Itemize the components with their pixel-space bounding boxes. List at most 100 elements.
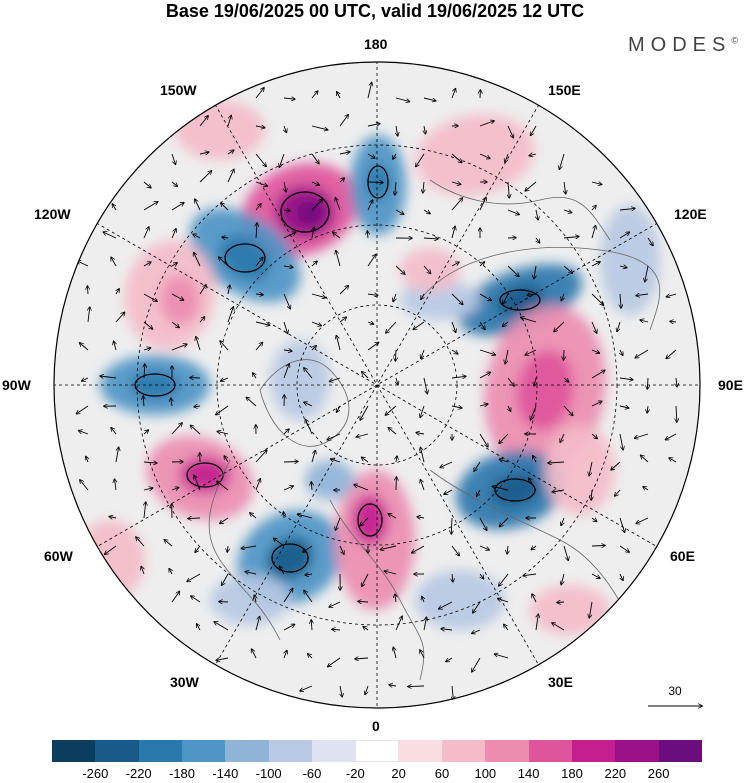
wind-arrow xyxy=(521,317,537,323)
wind-arrow xyxy=(536,614,538,631)
anomaly-area xyxy=(175,100,265,160)
wind-arrow xyxy=(413,321,425,329)
wind-arrow xyxy=(219,257,229,267)
wind-arrow xyxy=(283,486,293,491)
wind-arrow xyxy=(250,513,257,519)
colorbar-tick-label: -20 xyxy=(345,766,365,781)
wind-arrow xyxy=(144,364,145,379)
wind-arrow xyxy=(274,538,285,547)
wind-arrow xyxy=(304,591,313,603)
colorbar-swatch xyxy=(355,740,399,762)
wind-arrow xyxy=(339,152,350,154)
wind-arrow xyxy=(620,573,623,580)
wind-arrow xyxy=(451,262,459,267)
wind-arrow xyxy=(188,518,201,519)
wind-arrow xyxy=(620,349,623,355)
wind-arrow xyxy=(199,285,206,295)
lon-label-180: 180 xyxy=(364,36,388,52)
wind-arrow xyxy=(100,376,117,378)
wind-arrow xyxy=(527,294,537,295)
wind-arrow xyxy=(500,517,509,527)
wind-arrow xyxy=(533,456,536,463)
wind-arrow xyxy=(199,317,205,323)
wind-arrow xyxy=(76,405,89,414)
wind-arrow xyxy=(395,594,396,603)
wind-arrow xyxy=(396,456,397,463)
wind-arrow xyxy=(499,459,509,462)
wind-arrow xyxy=(164,540,173,547)
wind-arrow xyxy=(195,545,201,552)
wind-arrow xyxy=(80,480,89,491)
wind-arrow xyxy=(339,178,344,183)
wind-arrow xyxy=(335,198,341,211)
wind-arrow xyxy=(591,433,597,439)
wind-arrow xyxy=(499,433,509,443)
wind-arrow xyxy=(479,517,487,530)
wind-arrow xyxy=(311,125,328,130)
wind-arrow xyxy=(552,623,565,631)
colorbar-tick-label: 220 xyxy=(604,766,627,781)
wind-arrow xyxy=(591,206,596,211)
wind-arrow xyxy=(619,208,635,210)
wind-arrow xyxy=(255,257,263,267)
wind-arrow xyxy=(194,406,201,407)
wind-arrow xyxy=(246,397,257,407)
wind-arrow xyxy=(619,433,623,450)
wind-arrow xyxy=(339,286,349,295)
wind-arrow xyxy=(190,425,201,435)
wind-arrow xyxy=(311,261,317,267)
wind-arrow xyxy=(143,430,148,435)
wind-arrow xyxy=(534,265,536,279)
wind-arrow xyxy=(303,545,313,552)
anomaly-area xyxy=(296,201,324,225)
colorbar-swatch xyxy=(138,740,182,762)
wind-arrow xyxy=(214,622,229,631)
wind-arrow xyxy=(283,364,289,379)
coastline xyxy=(208,459,281,641)
wind-arrow xyxy=(643,487,649,490)
wind-arrow xyxy=(220,517,229,524)
wind-arrow xyxy=(384,571,397,575)
wind-arrow xyxy=(228,285,230,295)
wind-arrow xyxy=(479,372,491,379)
wind-arrow xyxy=(563,237,579,239)
coastline xyxy=(429,179,611,241)
wind-arrow xyxy=(255,321,270,325)
wind-arrow xyxy=(284,512,285,519)
wind-arrow xyxy=(559,153,565,169)
wind-arrow xyxy=(112,204,117,211)
wind-arrow xyxy=(563,210,572,213)
anomaly-area xyxy=(516,350,574,430)
wind-arrow xyxy=(171,344,187,351)
wind-arrow xyxy=(508,181,509,198)
wind-arrow xyxy=(362,573,369,587)
wind-arrow xyxy=(284,651,287,659)
wind-arrow xyxy=(531,546,537,550)
colorbar-swatch xyxy=(441,740,486,762)
wind-arrow xyxy=(548,462,565,463)
wind-arrow xyxy=(451,89,456,99)
wind-arrow xyxy=(388,428,397,435)
wind-arrow xyxy=(252,649,257,659)
wind-arrow xyxy=(169,569,172,575)
anomaly-area xyxy=(545,425,615,515)
wind-arrow xyxy=(554,321,565,332)
wind-arrow xyxy=(311,181,319,185)
wind-arrow xyxy=(255,88,264,99)
wind-arrow xyxy=(561,573,565,585)
contour xyxy=(494,478,536,502)
wind-arrow xyxy=(388,514,397,519)
wind-arrow xyxy=(472,629,481,633)
wind-arrow xyxy=(339,317,346,323)
wind-arrow xyxy=(561,293,564,301)
wind-arrow xyxy=(591,182,602,184)
colorbar-swatch xyxy=(311,740,356,762)
wind-arrow xyxy=(532,594,537,603)
wind-arrow xyxy=(245,572,257,574)
wind-arrow xyxy=(385,405,397,415)
colorbar-swatch xyxy=(398,740,442,762)
wind-arrow xyxy=(507,265,519,276)
wind-arrow xyxy=(253,373,256,379)
wind-arrow xyxy=(498,599,509,603)
wind-arrow xyxy=(396,377,398,385)
